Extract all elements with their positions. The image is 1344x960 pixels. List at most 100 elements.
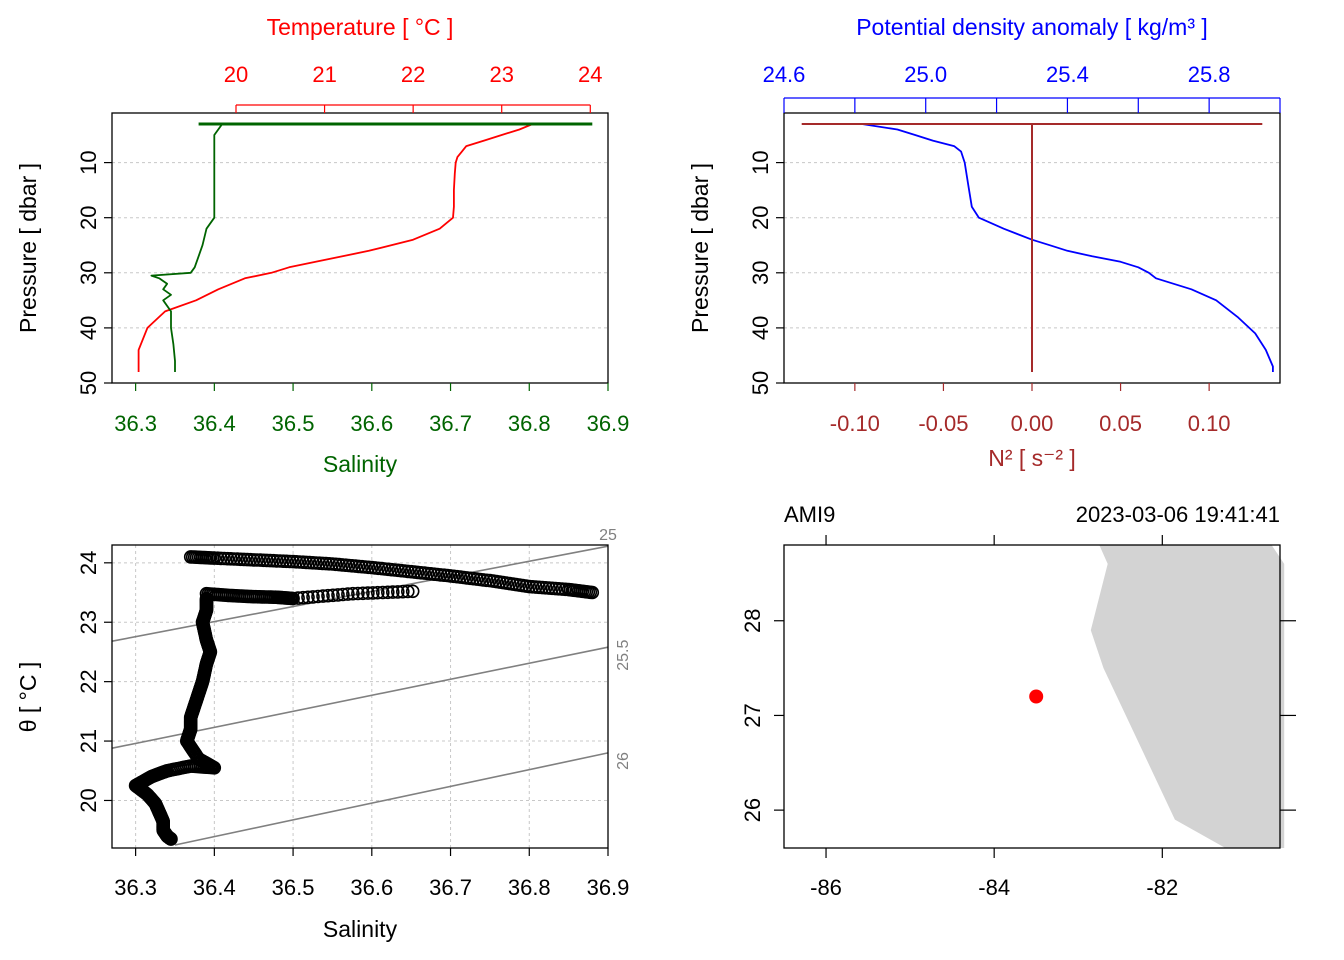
density-tick-label-24.6: 24.6 [763,62,806,87]
latitude-tick-label-26: 26 [740,798,765,822]
ts-point [366,586,380,600]
pressure-tick-label-20: 20 [748,205,773,229]
ts-salinity-axis-title: Salinity [323,916,398,942]
ts-point [395,584,410,599]
temperature-axis-title: Temperature [ °C ] [267,14,454,40]
longitude-tick-label--84: -84 [978,875,1010,900]
theta-tick-label-23: 23 [76,610,101,634]
n2-tick-label--0.10: -0.10 [830,411,880,436]
temperature-tick-label-21: 21 [312,62,336,87]
density-tick-label-25.8: 25.8 [1188,62,1231,87]
isopycnal-label-26: 26 [615,752,632,770]
ts-point [370,585,385,600]
salinity-tick-label-36.5: 36.5 [272,411,315,436]
ts-point [405,584,420,599]
latitude-tick-label-28: 28 [740,609,765,633]
station-datetime: 2023-03-06 19:41:41 [1076,502,1280,527]
ts-plot-frame [111,544,609,849]
n2-tick-label-0.10: 0.10 [1188,411,1231,436]
salinity-tick-label-36.4: 36.4 [193,875,236,900]
theta-tick-label-21: 21 [76,729,101,753]
ts-point [361,586,375,600]
theta-tick-label-24: 24 [76,551,101,575]
pressure-tick-label-40: 40 [748,316,773,340]
map-frame [783,544,1281,849]
ts-point [336,587,350,602]
land-polygon [1090,545,1285,848]
isopycnal-label-25.5: 25.5 [615,640,632,671]
salinity-tick-label-36.6: 36.6 [350,411,393,436]
ts-point [286,591,300,606]
salinity-tick-label-36.9: 36.9 [587,411,630,436]
ts-point [346,586,360,601]
ts-point [400,584,415,599]
temperature-tick-label-24: 24 [578,62,602,87]
ts-point [316,589,330,603]
ts-point [356,586,370,601]
latitude-tick-label-27: 27 [740,703,765,727]
temperature-tick-label-23: 23 [489,62,513,87]
ts-point [341,587,355,601]
station-name: AMI9 [784,502,835,527]
salinity-tick-label-36.6: 36.6 [350,875,393,900]
series-line-temperature [137,123,534,372]
n2-tick-label-0.00: 0.00 [1011,411,1054,436]
salinity-tick-label-36.9: 36.9 [587,875,630,900]
ts-point [326,588,340,603]
ts-point [585,585,600,600]
isopycnal-label-25: 25 [599,527,617,544]
pressure-tick-label-10: 10 [76,150,101,174]
n2-tick-label--0.05: -0.05 [918,411,968,436]
series-line-salinity [150,123,223,372]
ts-point [331,588,345,602]
ts-diagram: 36.3 36.4 36.5 36.6 36.7 36.8 36.9 20 21 22 23 24 25… [15,527,632,942]
pressure-tick-label-30: 30 [76,261,101,285]
pressure-tick-label-40: 40 [76,316,101,340]
salinity-tick-label-36.8: 36.8 [508,875,551,900]
ts-point [321,588,335,603]
pressure-axis-title-2: Pressure [ dbar ] [687,163,713,333]
ts-point [390,585,405,599]
ts-point [351,586,365,601]
temperature-salinity-profile: 10 20 30 40 50 20 21 22 23 24 36.3 36.4 36.5 36.6 36.7… [15,14,629,477]
pressure-tick-label-50: 50 [748,371,773,395]
salinity-tick-label-36.7: 36.7 [429,875,472,900]
salinity-tick-label-36.3: 36.3 [114,875,157,900]
theta-tick-label-20: 20 [76,788,101,812]
station-map: -86 -84 -82 26 27 28 AMI9 2023-03-06 19:41:41 [740,502,1296,900]
ts-point [306,590,320,604]
salinity-tick-label-36.7: 36.7 [429,411,472,436]
density-tick-label-25.4: 25.4 [1046,62,1089,87]
ts-point [291,591,305,605]
temperature-salinity-plot-frame [111,112,609,384]
salinity-tick-label-36.5: 36.5 [272,875,315,900]
pressure-tick-label-10: 10 [748,150,773,174]
pressure-tick-label-20: 20 [76,205,101,229]
series-line-potential-density-anomaly [861,123,1274,372]
ts-point [385,585,400,599]
ts-point [380,585,395,600]
ts-point [375,585,390,600]
n2-axis-title: N² [ s⁻² ] [988,445,1076,471]
density-n2-profile: 10 20 30 40 50 24.6 25.0 25.4 25.8 -0.10 -0.05 0.00… [687,14,1281,471]
ts-point [311,589,325,604]
salinity-tick-label-36.4: 36.4 [193,411,236,436]
isopycnal-26 [174,752,609,846]
theta-tick-label-22: 22 [76,669,101,693]
longitude-tick-label--86: -86 [810,875,842,900]
salinity-axis-title: Salinity [323,451,398,477]
ts-point [296,590,310,605]
density-axis-title: Potential density anomaly [ kg/m³ ] [856,14,1208,40]
temperature-tick-label-20: 20 [224,62,248,87]
pressure-axis-title: Pressure [ dbar ] [15,163,41,333]
temperature-tick-label-22: 22 [401,62,425,87]
salinity-tick-label-36.3: 36.3 [114,411,157,436]
pressure-tick-label-50: 50 [76,371,101,395]
isopycnal-25 [111,545,609,642]
theta-axis-title: θ [ °C ] [15,662,41,733]
ts-point [164,832,178,846]
longitude-tick-label--82: -82 [1146,875,1178,900]
pressure-tick-label-30: 30 [748,261,773,285]
density-tick-label-25.0: 25.0 [904,62,947,87]
